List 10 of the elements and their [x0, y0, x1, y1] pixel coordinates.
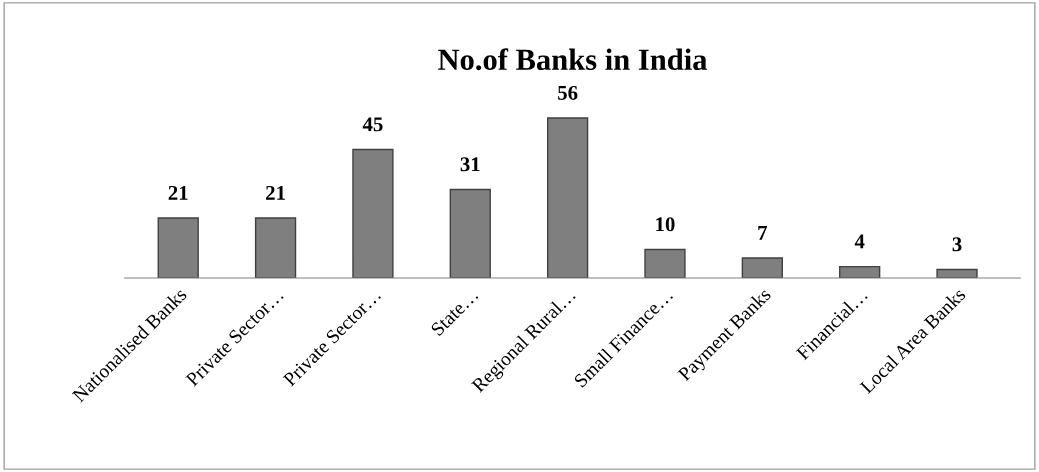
data-label: 21 [266, 185, 285, 200]
chart-title: No.of Banks in India [438, 48, 708, 71]
data-label: 4 [854, 234, 865, 249]
data-label: 45 [362, 117, 383, 132]
data-label: 7 [758, 226, 768, 240]
data-label: 31 [460, 157, 480, 172]
data-label: 21 [168, 185, 188, 200]
data-label: 3 [952, 237, 962, 252]
data-label: 10 [656, 217, 675, 232]
data-label: 56 [558, 85, 578, 100]
